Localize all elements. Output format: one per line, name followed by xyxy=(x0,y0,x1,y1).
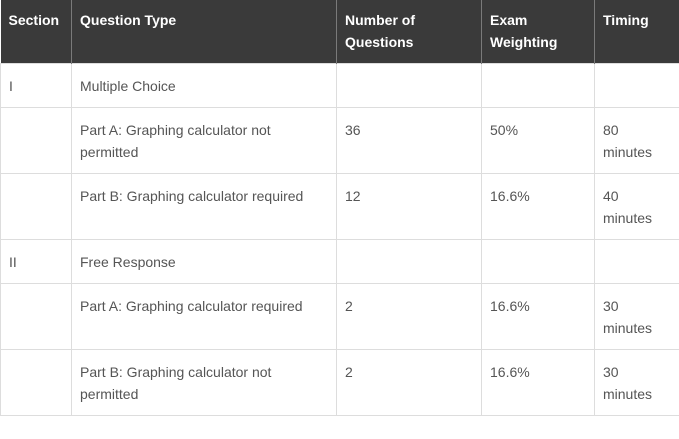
cell-timing xyxy=(594,63,679,108)
cell-section xyxy=(0,173,72,240)
cell-exam-weighting: 16.6% xyxy=(481,173,595,240)
cell-section xyxy=(0,283,72,350)
cell-exam-weighting xyxy=(481,239,595,284)
cell-exam-weighting: 16.6% xyxy=(481,349,595,416)
table-row: II Free Response xyxy=(0,239,679,284)
cell-number-of-questions: 2 xyxy=(336,349,482,416)
exam-format-table: Section Question Type Number of Question… xyxy=(0,0,679,416)
header-question-type: Question Type xyxy=(71,0,337,64)
header-exam-weighting: Exam Weighting xyxy=(481,0,595,64)
header-number-of-questions: Number of Questions xyxy=(336,0,482,64)
cell-number-of-questions: 36 xyxy=(336,107,482,174)
cell-number-of-questions xyxy=(336,239,482,284)
cell-question-type: Part A: Graphing calculator required xyxy=(71,283,337,350)
cell-timing: 30 minutes xyxy=(594,283,679,350)
cell-exam-weighting: 50% xyxy=(481,107,595,174)
cell-timing: 30 minutes xyxy=(594,349,679,416)
cell-section: II xyxy=(0,239,72,284)
header-section: Section xyxy=(0,0,72,64)
cell-question-type: Free Response xyxy=(71,239,337,284)
table-row: I Multiple Choice xyxy=(0,63,679,108)
header-timing: Timing xyxy=(594,0,679,64)
cell-question-type: Part B: Graphing calculator required xyxy=(71,173,337,240)
cell-exam-weighting xyxy=(481,63,595,108)
table-row: Part A: Graphing calculator required 2 1… xyxy=(0,283,679,350)
cell-number-of-questions: 2 xyxy=(336,283,482,350)
header-row: Section Question Type Number of Question… xyxy=(0,0,679,64)
cell-timing xyxy=(594,239,679,284)
table-body: I Multiple Choice Part A: Graphing calcu… xyxy=(0,63,679,416)
cell-section xyxy=(0,349,72,416)
cell-section xyxy=(0,107,72,174)
cell-question-type: Multiple Choice xyxy=(71,63,337,108)
cell-timing: 80 minutes xyxy=(594,107,679,174)
table-row: Part B: Graphing calculator not permitte… xyxy=(0,349,679,416)
cell-number-of-questions xyxy=(336,63,482,108)
cell-exam-weighting: 16.6% xyxy=(481,283,595,350)
cell-question-type: Part A: Graphing calculator not permitte… xyxy=(71,107,337,174)
cell-timing: 40 minutes xyxy=(594,173,679,240)
cell-question-type: Part B: Graphing calculator not permitte… xyxy=(71,349,337,416)
table-row: Part A: Graphing calculator not permitte… xyxy=(0,107,679,174)
cell-section: I xyxy=(0,63,72,108)
cell-number-of-questions: 12 xyxy=(336,173,482,240)
table-row: Part B: Graphing calculator required 12 … xyxy=(0,173,679,240)
table-header: Section Question Type Number of Question… xyxy=(0,0,679,64)
